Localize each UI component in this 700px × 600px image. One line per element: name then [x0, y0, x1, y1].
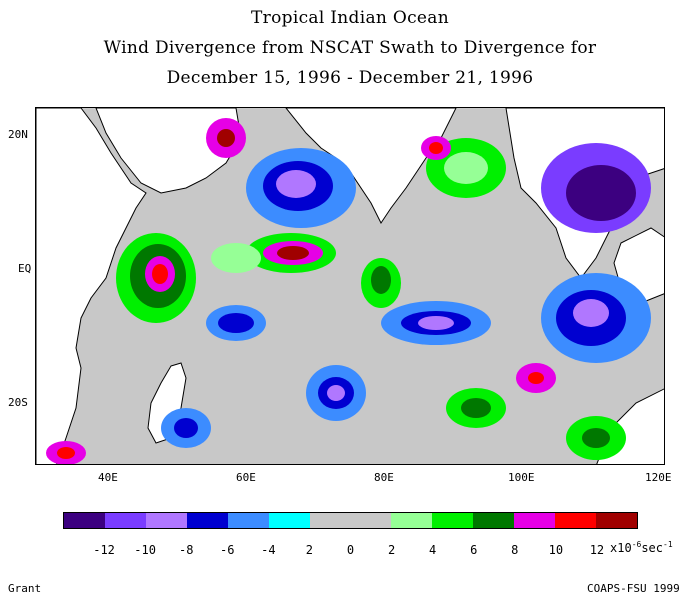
color-swatch	[104, 513, 146, 528]
lat-label-eq: EQ	[18, 262, 32, 275]
color-swatch	[473, 513, 515, 528]
color-swatch	[186, 513, 228, 528]
color-scale-tick-label: 8	[511, 543, 519, 557]
color-scale-tick-label: -12	[93, 543, 115, 557]
color-scale-tick-label: -6	[220, 543, 235, 557]
organization-credit: COAPS-FSU 1999	[587, 582, 680, 595]
color-swatch	[595, 513, 637, 528]
color-swatch	[391, 513, 433, 528]
lon-label-100e: 100E	[508, 471, 535, 484]
color-swatch	[555, 513, 596, 528]
color-swatch	[350, 513, 392, 528]
color-scale-tick-label: 6	[470, 543, 478, 557]
color-scale-tick-label: -8	[178, 543, 194, 557]
map-subtitle: Wind Divergence from NSCAT Swath to Dive…	[103, 38, 597, 58]
divergence-map	[35, 107, 665, 465]
map-field	[36, 108, 664, 464]
color-scale-tick-label: -4	[261, 543, 276, 557]
color-scale-tick-label: 4	[429, 543, 437, 557]
lon-label-80e: 80E	[374, 471, 394, 484]
color-scale-bar	[63, 512, 638, 529]
color-scale-tick-label: 2	[305, 543, 314, 557]
lat-label-20s: 20S	[8, 396, 28, 409]
color-scale-tick-label: -10	[134, 543, 156, 557]
color-scale-tick-label: 2	[387, 543, 396, 557]
author-credit: Grant	[8, 582, 42, 595]
color-swatch	[432, 513, 474, 528]
lon-label-120e: 120E	[645, 471, 672, 484]
color-swatch	[514, 513, 556, 528]
color-swatch	[64, 513, 105, 528]
lon-label-40e: 40E	[98, 471, 118, 484]
color-scale-unit: x10-6sec-1	[610, 540, 673, 555]
color-swatch	[309, 513, 351, 528]
color-swatch	[268, 513, 310, 528]
lat-label-20n: 20N	[8, 128, 28, 141]
madagascar-land	[147, 362, 187, 444]
color-swatch	[145, 513, 187, 528]
date-range: December 15, 1996 - December 21, 1996	[166, 68, 534, 88]
lon-label-60e: 60E	[236, 471, 256, 484]
color-scale-tick-label: 12	[589, 543, 605, 557]
color-scale-tick-label: 0	[346, 543, 355, 557]
color-swatch	[227, 513, 269, 528]
map-title: Tropical Indian Ocean	[251, 8, 449, 28]
color-scale-tick-label: 10	[548, 543, 564, 557]
divergence-patches	[46, 118, 651, 464]
